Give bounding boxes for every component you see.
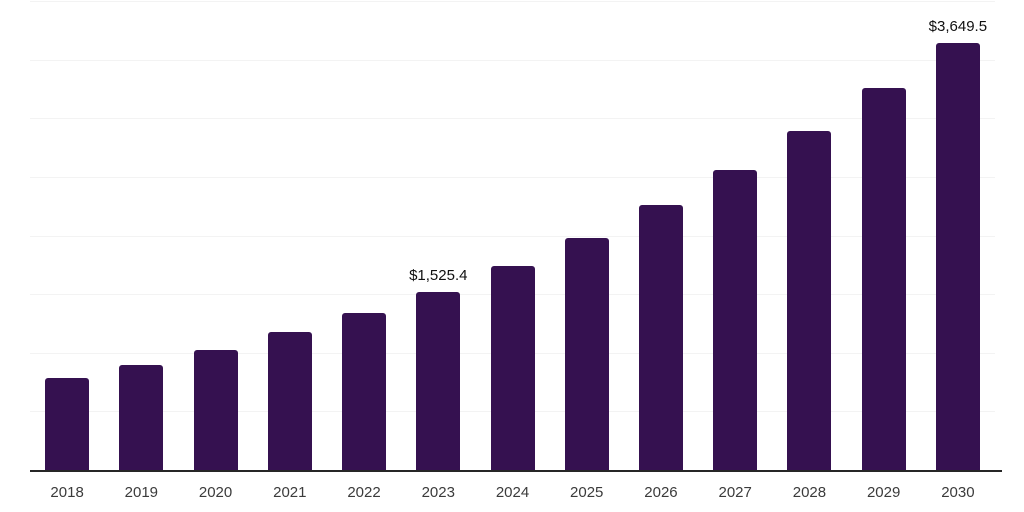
gridline <box>30 1 995 2</box>
x-tick-label-2030: 2030 <box>941 484 975 501</box>
bar-2020 <box>193 350 238 471</box>
gridline <box>30 176 995 178</box>
x-tick-label-2025: 2025 <box>570 484 604 501</box>
bar-2028 <box>787 130 832 471</box>
x-axis-tick-labels: 2018 2019 2020 2021 2022 2023 2024 2025 2026 2027… <box>30 484 995 505</box>
bar-2023 <box>416 292 461 471</box>
gridline <box>30 59 995 61</box>
gridline <box>30 235 995 237</box>
x-tick-label-2024: 2024 <box>495 484 530 501</box>
x-tick-label-2021: 2021 <box>273 484 307 501</box>
bar-2022 <box>342 313 387 471</box>
bar-2030 <box>935 43 980 471</box>
gridline <box>30 118 995 120</box>
bar-2021 <box>267 332 312 471</box>
bar-2027 <box>713 169 758 471</box>
bar-2026 <box>638 205 683 471</box>
bar-value-label-2023: $1,525.4 <box>409 267 468 285</box>
x-tick-label-2019: 2019 <box>124 484 159 501</box>
bar-2024 <box>490 266 535 471</box>
x-tick-label-2020: 2020 <box>198 484 233 501</box>
bar-2019 <box>119 365 164 471</box>
bar-2018 <box>45 378 90 471</box>
x-tick-label-2022: 2022 <box>347 484 381 501</box>
bar-value-label-2030: $3,649.5 <box>928 18 988 36</box>
bar-2029 <box>861 87 906 471</box>
x-tick-label-2027: 2027 <box>718 484 752 501</box>
plot-area: $1,525.4 $3,649.5 <box>30 1 995 471</box>
x-tick-label-2028: 2028 <box>792 484 827 501</box>
x-tick-label-2029: 2029 <box>866 484 901 501</box>
x-tick-label-2023: 2023 <box>421 484 455 501</box>
bar-2025 <box>564 237 609 471</box>
x-tick-label-2018: 2018 <box>50 484 84 501</box>
x-axis-line <box>30 470 1002 472</box>
x-tick-label-2026: 2026 <box>644 484 678 501</box>
